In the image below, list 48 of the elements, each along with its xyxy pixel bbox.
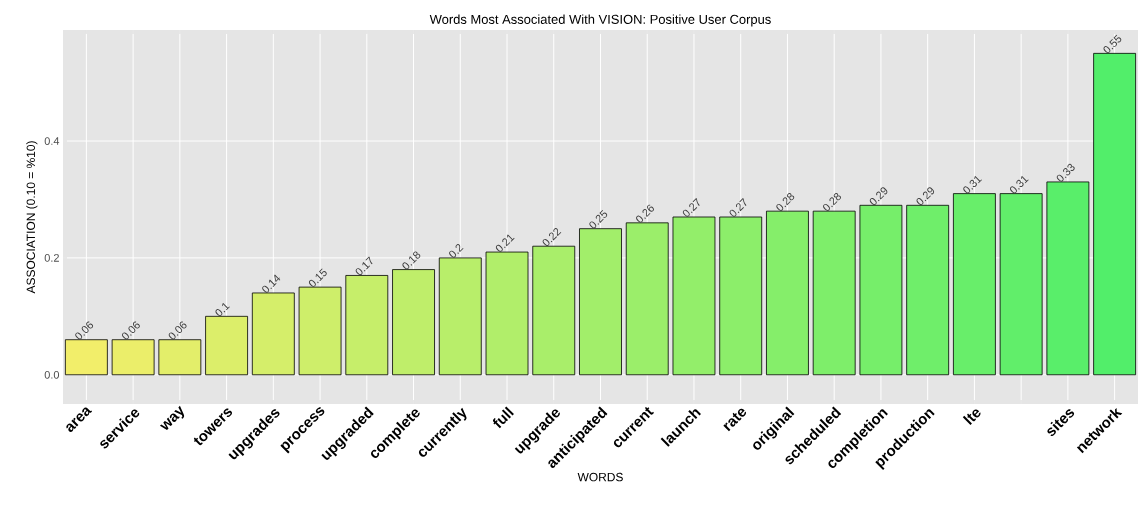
bar (532, 245, 576, 376)
bar (392, 269, 435, 376)
chart-title: Words Most Associated With VISION: Positive User Corpus (429, 14, 771, 27)
data-label: 0.28 (823, 193, 841, 211)
data-label: 0.17 (355, 256, 373, 276)
y-axis-title: ASSOCIATION (0.10 = %10) (26, 141, 38, 294)
bar (485, 251, 529, 376)
bar (251, 292, 295, 376)
y-tick-label: 0.0 (44, 370, 60, 379)
bar (906, 204, 950, 376)
x-tick-label: full (492, 406, 514, 429)
bar (205, 315, 248, 376)
data-label: 0.29 (916, 187, 935, 206)
bar (1093, 52, 1137, 376)
bar (64, 339, 108, 376)
y-tick-label: 0.4 (44, 137, 60, 145)
bar (345, 275, 389, 376)
data-label: 0.1 (215, 302, 230, 317)
bar (158, 339, 202, 376)
x-axis-title: WORDS (577, 472, 623, 482)
bar (579, 228, 622, 376)
data-label: 0.2 (449, 244, 464, 258)
bar (298, 286, 342, 376)
data-label: 0.29 (869, 187, 888, 206)
data-label: 0.28 (776, 193, 795, 211)
bar (625, 222, 669, 376)
data-label: 0.14 (262, 274, 281, 293)
bar (766, 210, 809, 376)
data-label: 0.31 (963, 175, 982, 194)
y-tick-label: 0.2 (44, 254, 59, 262)
bar (111, 339, 155, 376)
bar (999, 193, 1043, 376)
data-label: 0.22 (542, 228, 562, 246)
data-label: 0.55 (1103, 34, 1122, 54)
data-label: 0.33 (1056, 163, 1075, 182)
bar (672, 216, 716, 376)
bar (719, 216, 763, 376)
x-tick-label: lte (962, 409, 981, 425)
x-tick-label: rate (723, 408, 747, 432)
bar (1046, 181, 1090, 376)
x-tick-label: way (159, 405, 185, 430)
data-label: 0.31 (1009, 175, 1029, 194)
bar (953, 193, 996, 376)
bar (812, 210, 856, 376)
bar (438, 257, 482, 376)
bar (859, 204, 903, 376)
data-label: 0.21 (495, 234, 515, 252)
x-tick-label: area (66, 407, 93, 433)
